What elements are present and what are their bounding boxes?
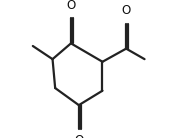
Text: O: O (122, 4, 131, 17)
Text: O: O (66, 0, 76, 12)
Text: O: O (74, 134, 84, 138)
